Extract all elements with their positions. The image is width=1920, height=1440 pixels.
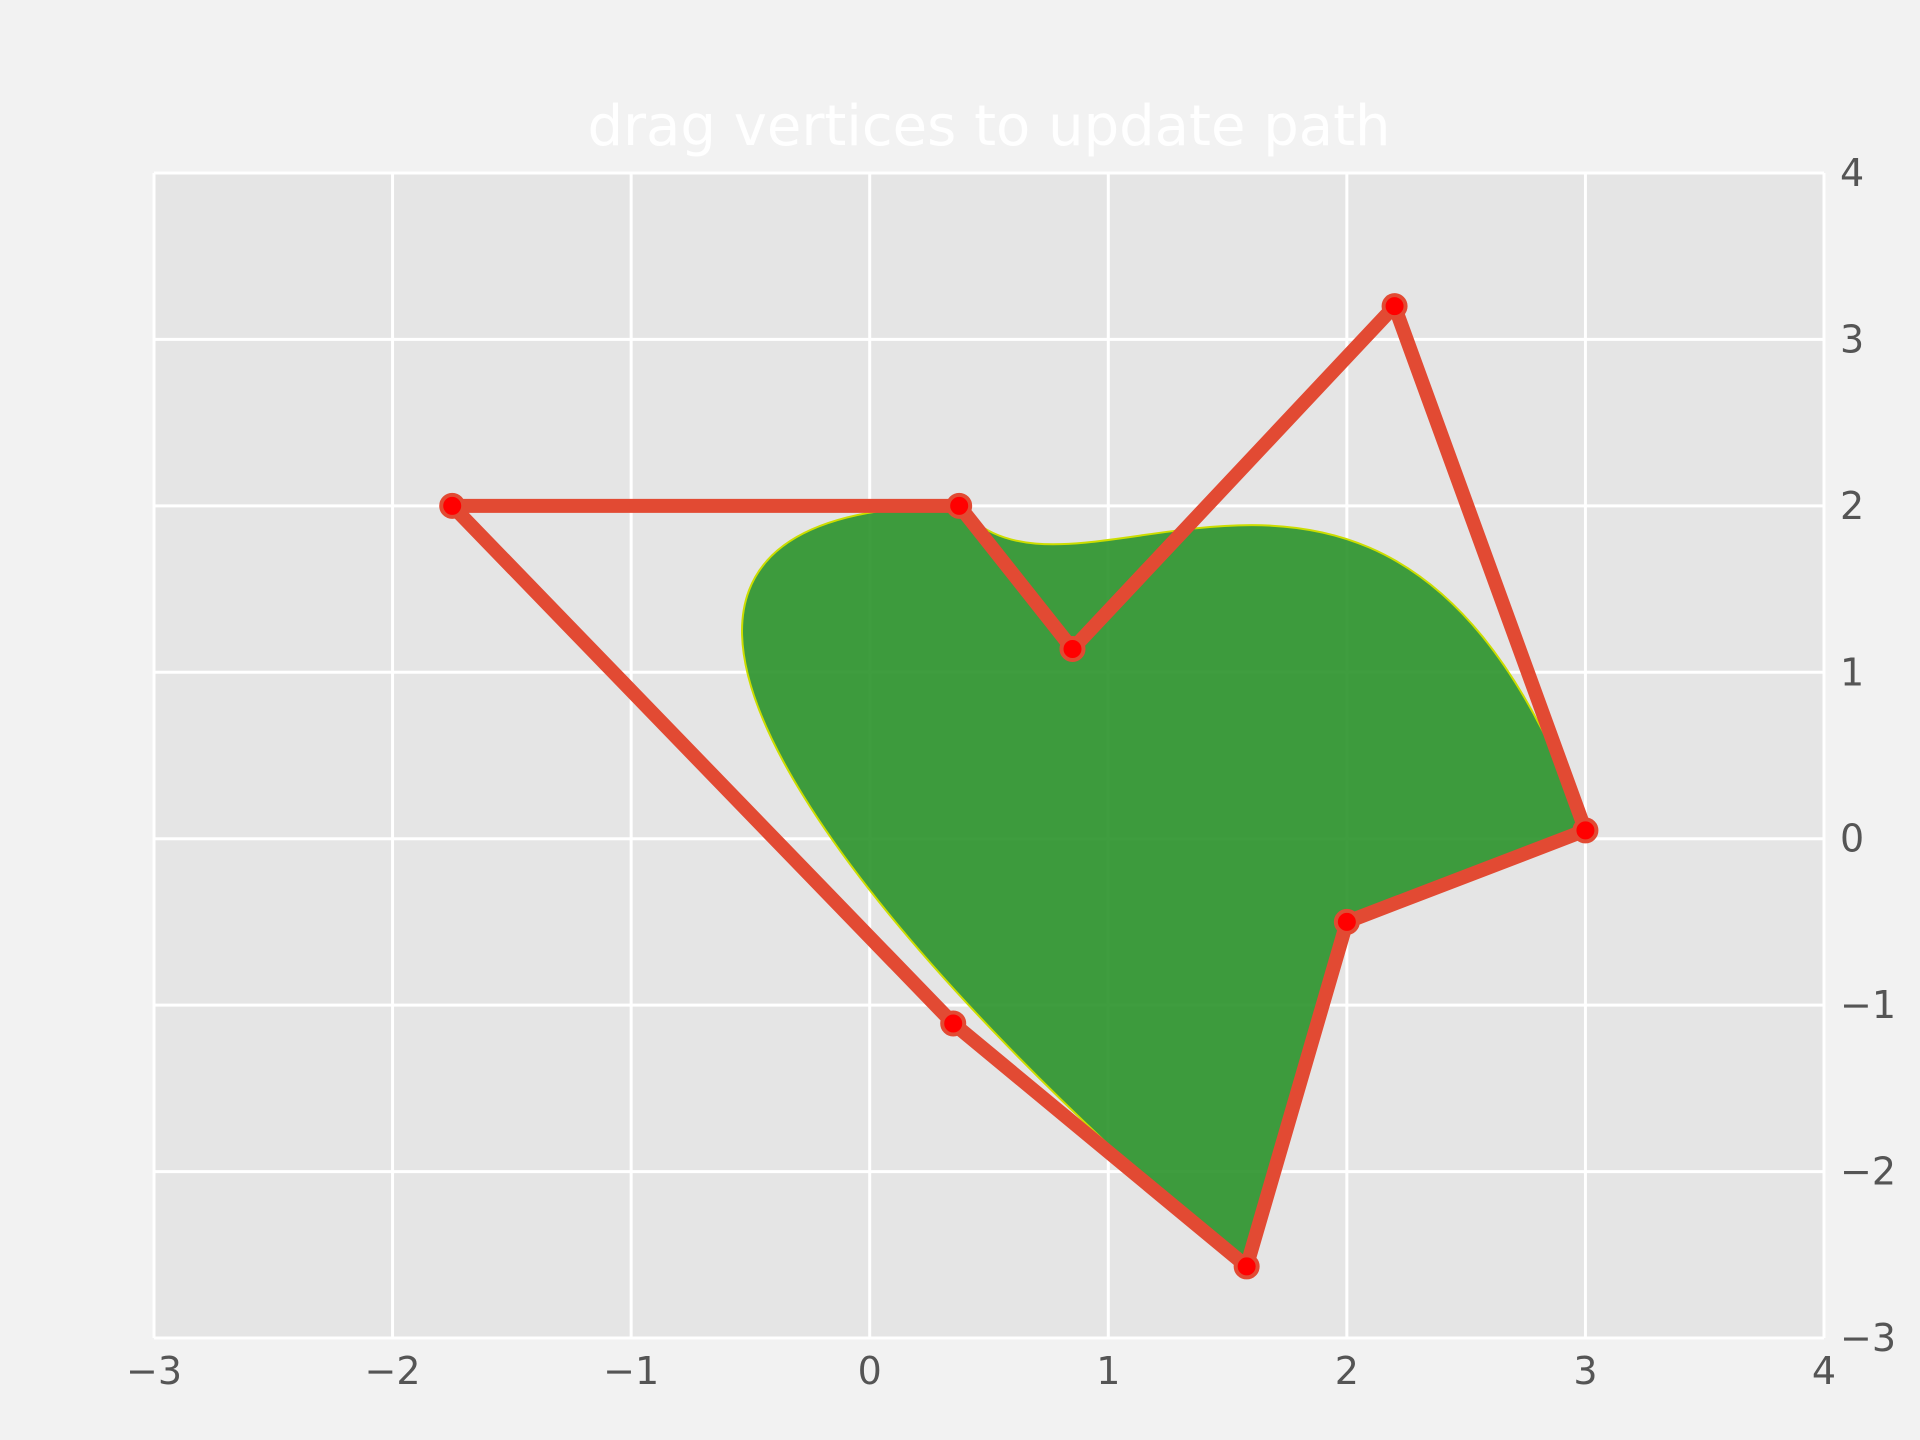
chart-title: drag vertices to update path — [587, 94, 1390, 159]
y-tick-label: −1 — [1840, 983, 1896, 1027]
y-tick-label: −3 — [1840, 1316, 1896, 1360]
x-tick-label: −2 — [365, 1349, 421, 1393]
vertex-handle-5[interactable] — [1059, 635, 1086, 662]
vertex-handle-1[interactable] — [1233, 1253, 1260, 1280]
vertex-handle-7[interactable] — [1572, 817, 1599, 844]
y-tick-label: 1 — [1840, 650, 1864, 694]
vertex-handle-2[interactable] — [940, 1010, 967, 1037]
y-tick-label: 2 — [1840, 484, 1864, 528]
y-tick-label: 3 — [1840, 317, 1864, 361]
vertex-handle-8[interactable] — [1333, 908, 1360, 935]
y-axis-ticks: −3 −2 −1 0 1 2 3 4 — [1840, 151, 1896, 1360]
vertices[interactable] — [439, 293, 1599, 1280]
vertex-handle-3[interactable] — [439, 492, 466, 519]
vertex-handle-6[interactable] — [1381, 293, 1408, 320]
vertex-handle-4[interactable] — [946, 492, 973, 519]
x-tick-label: 3 — [1573, 1349, 1597, 1393]
x-tick-label: 2 — [1335, 1349, 1359, 1393]
y-tick-label: −2 — [1840, 1150, 1896, 1194]
y-tick-label: 4 — [1840, 151, 1864, 195]
x-tick-label: −1 — [603, 1349, 659, 1393]
x-tick-label: −3 — [126, 1349, 182, 1393]
x-tick-label: 0 — [858, 1349, 882, 1393]
x-tick-label: 1 — [1096, 1349, 1120, 1393]
x-axis-ticks: −3 −2 −1 0 1 2 3 4 — [126, 1349, 1836, 1393]
x-tick-label: 4 — [1812, 1349, 1836, 1393]
y-tick-label: 0 — [1840, 817, 1864, 861]
